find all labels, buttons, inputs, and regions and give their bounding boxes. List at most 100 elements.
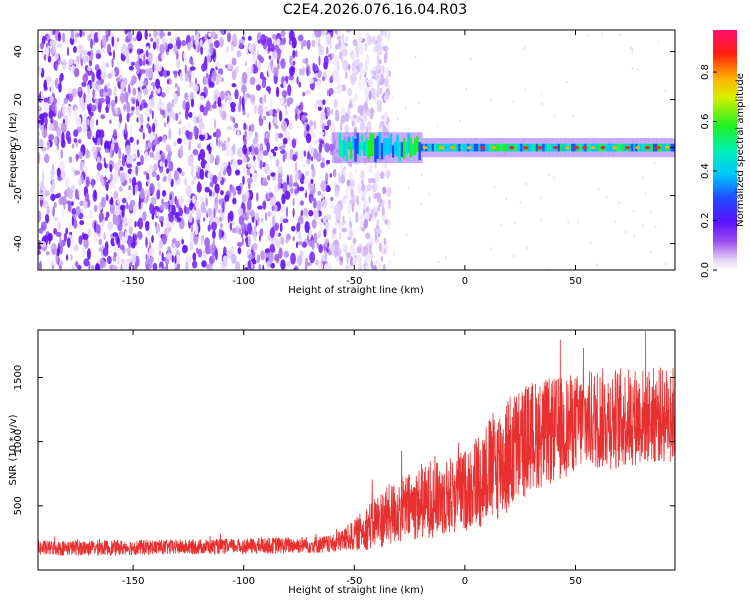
colorbar-tick-label: 0.0 [700,262,711,278]
spectrogram-cell [45,251,50,256]
spectrogram-cell [249,76,256,86]
spectrogram-cell [138,128,144,133]
spectrogram-cell [312,139,319,144]
spectrogram-cell [342,242,346,253]
colorbar-tick-label: 0.4 [700,163,711,179]
spectrogram-cell [289,30,295,42]
signal-band-core [341,140,344,158]
spectrogram-cell [231,69,237,81]
spectrogram-cell [318,261,324,270]
spectrogram-cell [57,221,61,231]
snr-y-tick-label: 1000 [13,429,24,454]
spectrogram-speck [438,260,440,264]
signal-band-core [621,143,625,152]
spectrogram-cell [87,34,91,42]
spectrogram-cell [330,75,333,83]
spectrogram-cell [176,58,181,69]
spectrogram-cell [67,46,70,57]
spectrogram-cell [324,124,330,131]
signal-band-core [579,143,583,152]
spectrogram-cell [301,114,307,122]
signal-band-core [586,143,589,152]
spectrogram-cell [138,58,143,67]
spectrogram-cell [355,211,359,223]
spectrogram-cell [275,158,280,168]
spectrogram-cell [327,37,331,42]
spectrogram-cell [204,163,211,171]
spectrogram-cell [85,149,91,159]
snr-x-tick-label: 50 [569,576,582,587]
spectrogram-cell [357,38,361,50]
spectrogram-cell [201,260,207,268]
spectrogram-cell [101,220,105,227]
spectrogram-cell [294,66,298,77]
spectrogram-cell [129,136,134,143]
signal-band-core [473,143,477,152]
signal-band-core [433,143,437,152]
spectrogram-cell [158,98,162,106]
spectrogram-cell [183,177,188,187]
signal-hotspot [439,146,445,150]
spectrogram-cell [209,181,214,188]
spectrogram-cell [355,69,359,76]
spectrogram-cell [318,44,324,56]
spectrogram-cell [341,84,347,92]
spectrogram-cell [277,133,284,139]
snr-x-tick-label: -100 [232,576,255,587]
signal-hotspot [509,146,515,150]
signal-band-core [568,143,572,152]
spectrogram-cell [137,217,144,230]
spectrogram-cell [314,63,318,72]
spectrogram-cell [100,71,107,80]
spectrogram-cell [302,65,305,77]
spectrogram-cell [108,51,112,56]
spectrogram-cell [123,49,130,57]
spectrogram-cell [139,187,145,200]
spectrogram-cell [292,197,295,207]
spectrogram-cell [117,158,122,168]
spectrogram-cell [303,150,307,158]
spectrogram-cell [242,144,247,155]
spectrogram-cell [376,228,382,235]
spectrogram-cell [312,148,319,160]
spectrogram-cell [206,144,211,151]
signal-band-core [338,132,342,157]
spectrogram-cell [157,102,160,113]
snr-x-ticks: -150 -100 -50 0 50 [122,330,582,587]
signal-band-core [394,141,397,155]
spectrogram-cell [308,145,315,155]
spectrogram-cell [254,132,259,144]
spectrogram-cell [304,187,307,194]
spectrogram-speck [657,41,659,44]
spectrogram-cell [186,185,192,197]
spectrogram-cell [169,194,173,201]
spectrogram-cell [175,38,182,50]
spectrogram-cell [345,186,348,199]
spectrogram-cell [82,73,89,83]
spectrogram-cell [278,145,285,150]
spectrogram-cell [235,66,239,74]
spectrogram-cell [40,89,44,100]
spectrogram-cell [166,70,170,77]
spectrogram-cell [237,149,241,157]
spectrogram-cell [328,186,331,192]
spectrogram-cell [321,192,325,199]
spectrogram-cell [185,130,190,139]
spectrogram-cell [163,121,167,128]
spectrogram-cell [253,155,256,162]
spectrogram-cell [88,59,93,67]
signal-band-core [504,143,508,152]
spectrogram-speck [625,230,627,234]
spectrogram-cell [153,156,157,161]
signal-hotspot [480,146,486,150]
spectrogram-cell [132,37,137,42]
spectrogram-cell [86,248,91,261]
spectrogram-cell [114,95,118,104]
signal-band-core [639,143,643,152]
signal-band-core [416,136,419,152]
spectrogram-cell [193,175,197,181]
spectrogram-cell [256,49,259,56]
signal-band-core [367,140,370,160]
signal-band-core [588,143,592,152]
spectrogram-cell [163,135,167,144]
